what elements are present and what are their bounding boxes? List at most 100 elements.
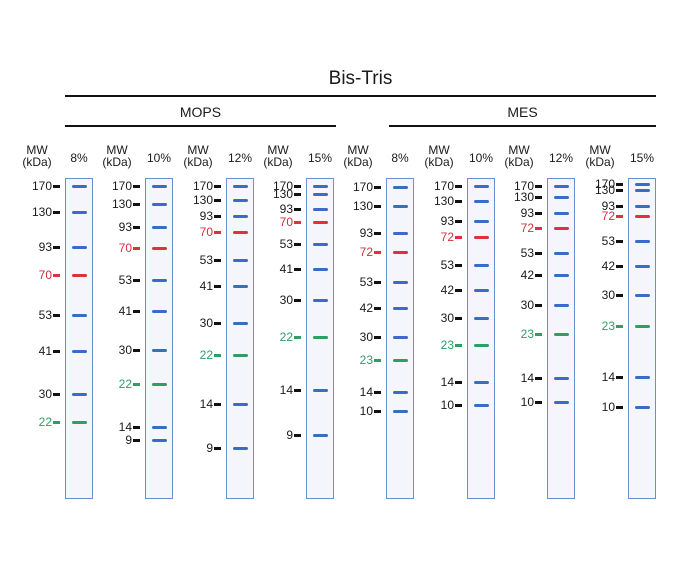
- marker-tick: [53, 185, 60, 188]
- marker-tick: [294, 243, 301, 246]
- marker-label: 14: [279, 383, 293, 397]
- marker-label: 23: [359, 353, 373, 367]
- marker-tick: [374, 232, 381, 235]
- marker-tick: [616, 240, 623, 243]
- band-30kda: [312, 298, 328, 302]
- marker-tick: [455, 404, 462, 407]
- gel-lane-mes-8: [386, 178, 414, 499]
- band-42kda: [634, 264, 650, 268]
- marker-label: 42: [520, 268, 534, 282]
- marker-label: 42: [359, 301, 373, 315]
- marker-tick: [53, 393, 60, 396]
- band-30kda: [473, 316, 489, 320]
- marker-tick: [294, 185, 301, 188]
- marker-tick: [455, 344, 462, 347]
- band-14kda: [312, 388, 328, 392]
- gel-percent-label: 12%: [548, 151, 574, 165]
- marker-label: 72: [359, 245, 373, 259]
- band-53kda: [553, 251, 569, 255]
- marker-label: 22: [279, 330, 293, 344]
- marker-label: 170: [513, 179, 534, 193]
- mw-header-label: MW: [106, 143, 128, 157]
- band-22kda: [232, 353, 248, 357]
- marker-label: 53: [359, 275, 373, 289]
- marker-label: 130: [192, 193, 213, 207]
- marker-tick: [294, 389, 301, 392]
- marker-label: 42: [440, 283, 454, 297]
- band-23kda: [473, 343, 489, 347]
- band-30kda: [151, 348, 167, 352]
- marker-label: 14: [359, 385, 373, 399]
- marker-label: 53: [520, 246, 534, 260]
- marker-tick: [535, 196, 542, 199]
- band-93kda: [232, 214, 248, 218]
- band-130kda: [71, 210, 87, 214]
- band-10kda: [473, 403, 489, 407]
- band-30kda: [71, 392, 87, 396]
- marker-tick: [53, 211, 60, 214]
- marker-tick: [133, 279, 140, 282]
- marker-tick: [374, 410, 381, 413]
- band-170kda: [232, 184, 248, 188]
- marker-tick: [133, 247, 140, 250]
- band-10kda: [553, 400, 569, 404]
- marker-label: 130: [272, 187, 293, 201]
- marker-tick: [133, 349, 140, 352]
- marker-label: 23: [601, 319, 615, 333]
- gel-lane-mes-10: [467, 178, 495, 499]
- gel-lane-mops-12: [226, 178, 254, 499]
- mw-unit-label: (kDa): [263, 155, 293, 169]
- marker-label: 70: [38, 268, 52, 282]
- mw-header: MW (kDa): [419, 144, 459, 168]
- marker-tick: [214, 231, 221, 234]
- marker-tick: [133, 439, 140, 442]
- band-9kda: [312, 433, 328, 437]
- marker-tick: [214, 447, 221, 450]
- marker-tick: [53, 421, 60, 424]
- marker-label: 93: [359, 226, 373, 240]
- marker-label: 70: [279, 215, 293, 229]
- marker-label: 93: [601, 199, 615, 213]
- band-170kda: [312, 184, 328, 188]
- marker-tick: [53, 350, 60, 353]
- marker-label: 41: [199, 279, 213, 293]
- marker-label: 170: [352, 180, 373, 194]
- marker-tick: [535, 185, 542, 188]
- marker-label: 93: [38, 240, 52, 254]
- marker-label: 72: [440, 230, 454, 244]
- title-rule: [65, 95, 656, 97]
- marker-tick: [374, 307, 381, 310]
- marker-tick: [294, 336, 301, 339]
- marker-label: 9: [206, 441, 213, 455]
- gel-percent-label: 10%: [468, 151, 494, 165]
- marker-tick: [616, 189, 623, 192]
- marker-tick: [294, 221, 301, 224]
- band-23kda: [392, 358, 408, 362]
- band-130kda: [553, 195, 569, 199]
- band-41kda: [312, 267, 328, 271]
- marker-tick: [214, 285, 221, 288]
- band-70kda: [71, 273, 87, 277]
- mw-unit-label: (kDa): [585, 155, 615, 169]
- marker-label: 23: [440, 338, 454, 352]
- marker-tick: [535, 252, 542, 255]
- mw-header-label: MW: [589, 143, 611, 157]
- marker-label: 130: [513, 190, 534, 204]
- gel-percent-label: 8%: [391, 151, 409, 165]
- marker-label: 23: [520, 327, 534, 341]
- marker-label: 93: [199, 209, 213, 223]
- band-22kda: [151, 382, 167, 386]
- marker-tick: [616, 265, 623, 268]
- marker-tick: [616, 376, 623, 379]
- mw-unit-label: (kDa): [22, 155, 52, 169]
- marker-tick: [374, 359, 381, 362]
- marker-tick: [455, 317, 462, 320]
- marker-tick: [133, 383, 140, 386]
- marker-label: 30: [38, 387, 52, 401]
- figure-title: Bis-Tris: [328, 68, 393, 89]
- marker-label: 41: [38, 344, 52, 358]
- band-70kda: [151, 246, 167, 250]
- band-130kda: [392, 204, 408, 208]
- marker-label: 170: [272, 179, 293, 193]
- mw-header: MW (kDa): [580, 144, 620, 168]
